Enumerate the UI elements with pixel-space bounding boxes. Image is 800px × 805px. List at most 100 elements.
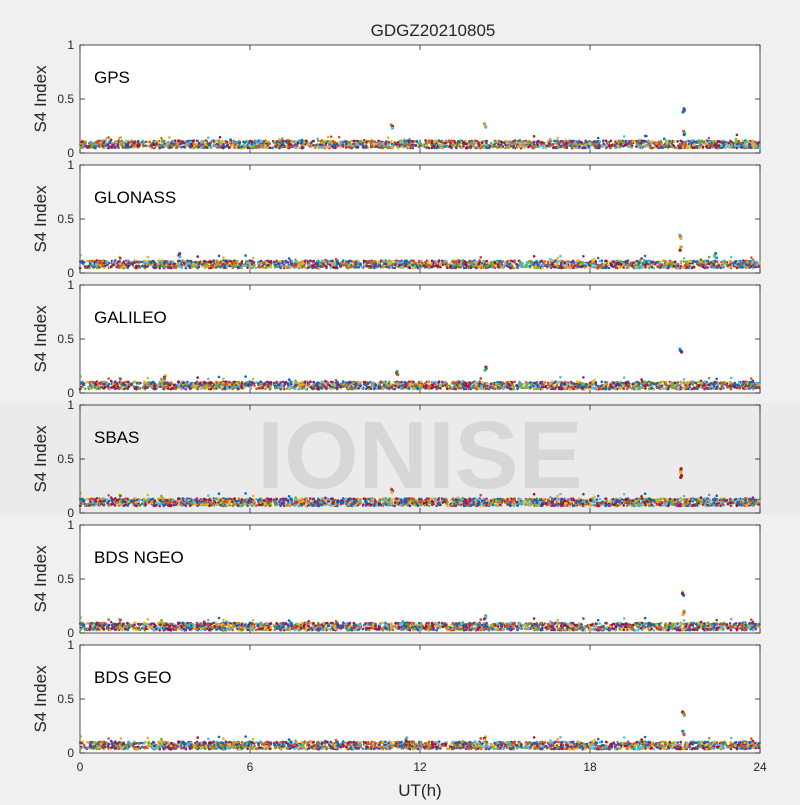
data-point xyxy=(449,265,452,268)
data-point xyxy=(313,146,316,149)
data-point xyxy=(541,142,544,145)
data-point xyxy=(431,142,434,145)
data-point xyxy=(705,145,708,148)
data-point xyxy=(342,259,345,262)
data-point xyxy=(183,262,186,265)
data-point xyxy=(413,260,416,263)
data-point xyxy=(353,262,356,265)
data-point xyxy=(750,256,753,259)
data-point xyxy=(485,140,488,143)
data-point xyxy=(542,264,545,267)
data-point xyxy=(183,145,186,148)
data-point xyxy=(158,267,161,270)
data-point xyxy=(138,261,141,264)
data-point xyxy=(106,261,109,264)
data-point xyxy=(542,144,545,147)
data-point xyxy=(554,147,557,150)
data-point xyxy=(240,261,243,264)
data-point xyxy=(668,146,671,149)
figure-title: GDGZ20210805 xyxy=(371,21,496,40)
data-point xyxy=(112,260,115,263)
data-point xyxy=(141,265,144,268)
data-point xyxy=(357,146,360,149)
data-point xyxy=(605,260,608,263)
data-point xyxy=(534,146,537,149)
y-tick-label: 0.5 xyxy=(57,92,74,106)
data-point xyxy=(365,265,368,268)
data-point xyxy=(276,140,279,143)
data-point xyxy=(219,136,222,139)
data-point xyxy=(652,261,655,264)
data-point xyxy=(302,147,305,150)
data-point xyxy=(318,146,321,149)
data-point xyxy=(452,140,455,143)
data-point xyxy=(194,266,197,269)
data-point xyxy=(606,142,609,145)
data-point xyxy=(331,144,334,147)
data-point xyxy=(136,145,139,148)
data-point xyxy=(744,141,747,144)
data-point xyxy=(553,266,556,269)
data-point xyxy=(96,267,99,270)
data-point xyxy=(651,140,654,143)
data-point xyxy=(301,140,304,143)
data-point xyxy=(726,265,729,268)
data-point xyxy=(401,146,404,149)
data-point xyxy=(197,266,200,269)
data-point xyxy=(714,140,717,143)
data-point xyxy=(405,143,408,146)
data-point xyxy=(478,145,481,148)
data-point xyxy=(245,265,248,268)
data-point xyxy=(665,263,668,266)
data-point xyxy=(479,256,482,259)
data-point xyxy=(218,255,221,258)
data-point xyxy=(457,140,460,143)
data-point xyxy=(458,261,461,264)
data-point xyxy=(411,264,414,267)
data-point xyxy=(455,146,458,149)
data-point xyxy=(196,140,199,143)
data-point xyxy=(158,147,161,150)
data-point xyxy=(261,266,264,269)
data-point xyxy=(557,266,560,269)
data-point xyxy=(384,263,387,266)
data-point xyxy=(241,264,244,267)
data-point xyxy=(405,141,408,144)
data-point xyxy=(588,142,591,145)
data-point xyxy=(689,145,692,148)
data-point xyxy=(148,260,151,263)
data-point xyxy=(387,146,390,149)
data-point xyxy=(301,260,304,263)
data-point xyxy=(640,257,643,260)
data-point xyxy=(537,140,540,143)
data-point xyxy=(628,145,631,148)
data-point xyxy=(623,135,626,138)
data-point xyxy=(689,267,692,270)
data-point xyxy=(299,266,302,269)
data-point xyxy=(721,265,724,268)
data-point xyxy=(481,141,484,144)
data-point xyxy=(463,267,466,270)
data-point xyxy=(93,265,96,268)
data-point xyxy=(251,143,254,146)
data-point xyxy=(469,145,472,148)
data-point xyxy=(665,143,668,146)
data-point xyxy=(175,266,178,269)
data-point xyxy=(559,255,562,258)
data-point xyxy=(508,261,511,264)
data-point xyxy=(153,143,156,146)
data-point xyxy=(734,264,737,267)
data-point xyxy=(591,260,594,263)
data-point xyxy=(161,139,164,142)
data-point xyxy=(491,266,494,269)
data-point xyxy=(523,146,526,149)
data-point xyxy=(259,139,262,142)
data-point xyxy=(735,138,738,141)
data-point xyxy=(530,145,533,148)
axes-box xyxy=(80,165,760,273)
data-point xyxy=(486,265,489,268)
data-point xyxy=(282,140,285,143)
data-point xyxy=(297,142,300,145)
data-point xyxy=(608,144,611,147)
